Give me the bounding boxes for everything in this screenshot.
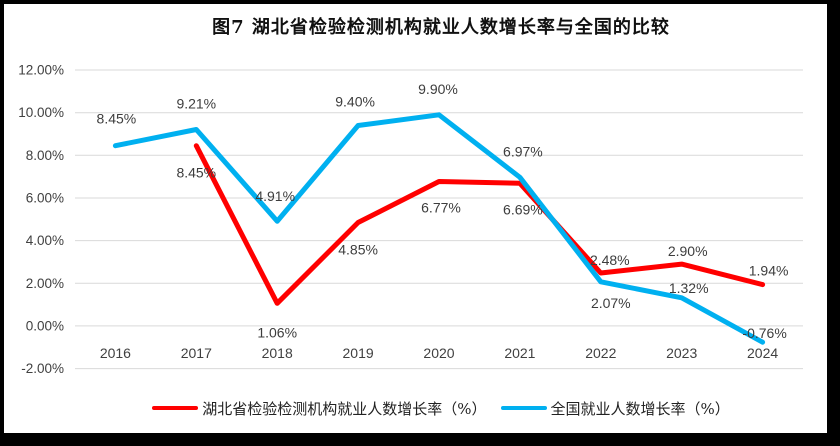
chart-title: 图7 湖北省检验检测机构就业人数增长率与全国的比较 [212, 17, 670, 38]
legend: 湖北省检验检测机构就业人数增长率（%） 全国就业人数增长率（%） [21, 396, 840, 420]
x-axis-year-label: 2019 [343, 345, 374, 361]
data-label: 1.94% [749, 263, 789, 279]
x-axis-year-label: 2017 [181, 345, 212, 361]
y-axis-tick-label: 10.00% [18, 105, 64, 120]
x-axis-year-label: 2023 [666, 345, 697, 361]
x-axis-year-label: 2022 [585, 345, 616, 361]
data-label: 9.90% [418, 81, 458, 97]
y-axis-tick-label: -2.00% [21, 361, 64, 376]
y-axis-tick-label: 2.00% [26, 276, 64, 291]
data-label: 2.48% [590, 252, 630, 268]
data-label: 2.90% [668, 243, 708, 259]
data-label: 6.69% [503, 201, 543, 217]
data-label: 6.77% [421, 200, 461, 216]
data-label: 6.97% [503, 143, 543, 159]
series-line-1 [112, 112, 766, 345]
red-line-swatch-icon [152, 406, 199, 410]
x-axis-year-label: 2018 [262, 345, 293, 361]
data-label: -0.76% [742, 325, 786, 341]
data-label: 8.45% [97, 111, 137, 127]
data-label: 4.91% [255, 188, 295, 204]
legend-label-national: 全国就业人数增长率（%） [550, 399, 730, 418]
y-axis-tick-label: 0.00% [26, 318, 64, 333]
y-axis-tick-label: 6.00% [26, 191, 64, 206]
series-line-0 [193, 143, 766, 306]
y-axis-tick-label: 4.00% [26, 233, 64, 248]
data-label: 4.85% [338, 242, 378, 258]
x-axis-year-label: 2020 [423, 345, 454, 361]
legend-item-national: 全国就业人数增长率（%） [500, 398, 730, 419]
y-axis-tick-label: 8.00% [26, 148, 64, 163]
legend-item-hubei: 湖北省检验检测机构就业人数增长率（%） [152, 398, 487, 419]
data-label: 2.07% [591, 295, 631, 311]
data-label: 9.21% [176, 96, 216, 112]
data-label: 1.32% [669, 280, 709, 296]
data-label: 8.45% [176, 165, 216, 181]
data-label: 9.40% [335, 94, 375, 110]
x-axis-year-label: 2024 [747, 345, 778, 361]
data-label: 1.06% [257, 324, 297, 340]
blue-line-swatch-icon [500, 406, 547, 410]
legend-label-hubei: 湖北省检验检测机构就业人数增长率（%） [202, 399, 487, 418]
x-axis-year-label: 2016 [100, 345, 131, 361]
x-axis-year-label: 2021 [504, 345, 535, 361]
y-axis-tick-label: 12.00% [18, 63, 64, 78]
